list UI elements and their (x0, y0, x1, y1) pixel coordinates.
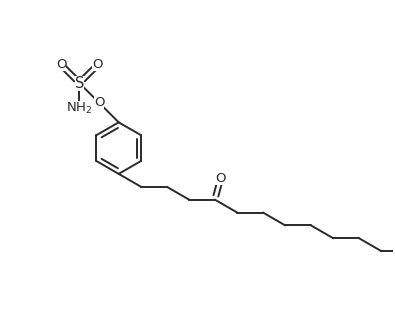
Text: O: O (215, 172, 226, 185)
Text: NH$_2$: NH$_2$ (66, 101, 93, 116)
Text: O: O (92, 58, 103, 71)
Text: O: O (94, 96, 104, 109)
Text: O: O (56, 58, 66, 71)
Text: S: S (75, 76, 84, 91)
